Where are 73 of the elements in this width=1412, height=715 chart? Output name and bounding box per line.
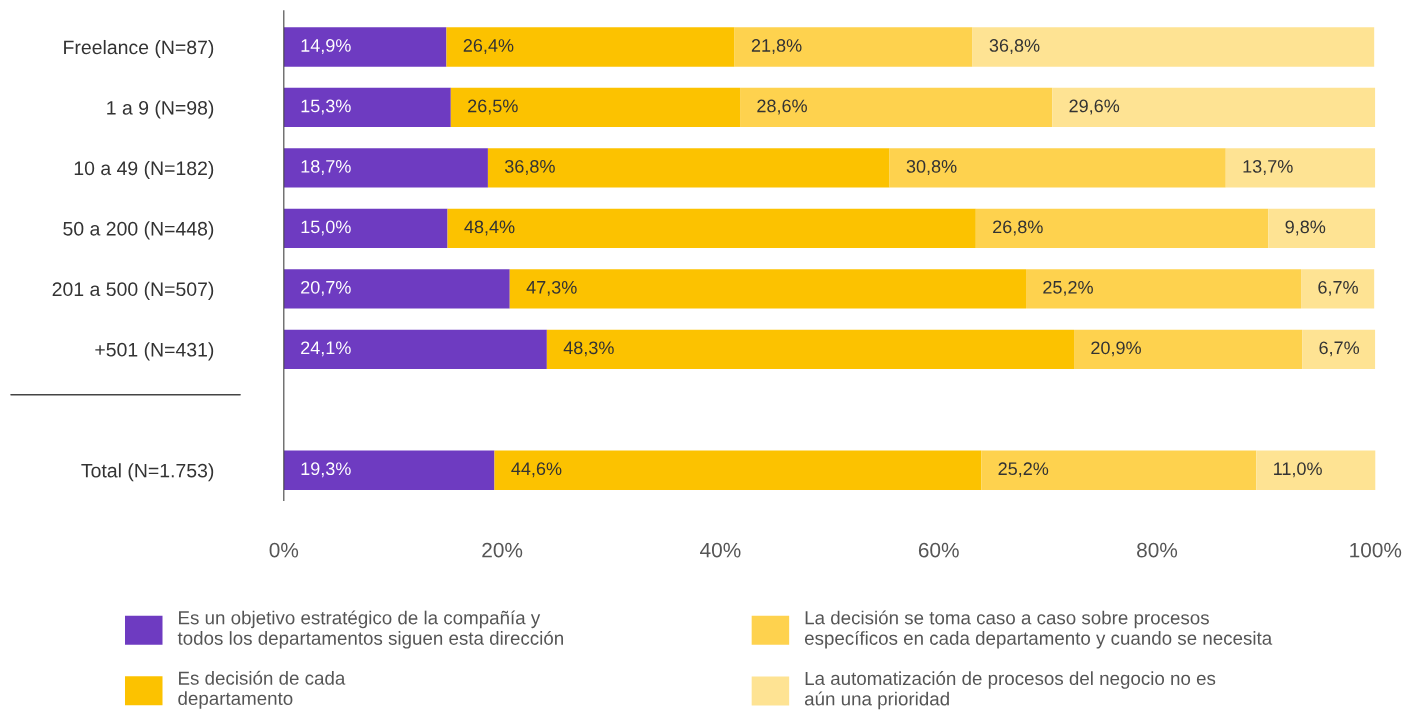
bar [972,27,1375,67]
data-label: 26,4% [463,39,514,54]
bar [1074,329,1303,369]
y-tick-label: Freelance (N=87) [64,39,214,59]
data-label: 29,6% [1069,99,1120,115]
y-tick-label: +501 (N=431) [95,342,214,361]
data-label: 48,4% [464,220,515,236]
data-label: 15,3% [301,99,351,115]
data-label: 6,7% [1319,341,1360,357]
data-label: 26,5% [468,99,518,115]
bar [446,27,735,67]
data-label: 28,6% [757,99,807,115]
legend-label: Es decisión de cada departamento [178,670,346,709]
x-tick-label: 60% [918,542,959,558]
x-tick-label: 80% [1137,542,1178,558]
bar [450,87,741,128]
data-label: 48,3% [563,341,614,357]
bar [283,269,510,309]
bar [283,27,447,67]
data-label: 36,8% [504,160,555,175]
bar [889,148,1226,188]
bar [1256,450,1376,490]
data-label: 44,6% [511,462,562,478]
x-tick-label: 40% [700,542,741,558]
data-label: 20,9% [1091,341,1141,357]
bar [283,87,451,128]
data-label: 47,3% [526,280,577,296]
bar [1225,148,1376,188]
bar [447,208,976,249]
bar [975,208,1269,249]
bar [283,450,495,490]
data-label: 13,7% [1243,160,1293,175]
data-label: 6,7% [1318,280,1358,296]
data-label: 14,9% [301,39,351,54]
data-label: 25,2% [998,462,1049,478]
bar [1302,329,1376,369]
data-label: 26,8% [993,220,1043,236]
bar [981,450,1257,490]
data-label: 11,0% [1274,462,1322,478]
data-label: 15,0% [301,220,351,236]
legend-label: La automatización de procesos del negocio no es aún una prioridad [804,671,1216,710]
x-tick-label: 100% [1350,542,1402,558]
bar [283,148,488,188]
y-tick-label: Total (N=1.753) [81,463,214,482]
bar [509,269,1027,309]
data-label: 30,8% [906,160,957,175]
bar [740,87,1053,128]
data-label: 9,8% [1285,220,1326,236]
data-label: 21,8% [751,39,802,54]
bar [1301,269,1375,309]
bar [1268,208,1376,249]
data-label: 24,1% [301,341,351,357]
bar [283,208,448,249]
bar [487,148,890,188]
data-label: 19,3% [301,462,351,478]
bar [734,27,973,67]
bar [283,329,547,369]
data-label: 20,7% [301,280,351,296]
x-tick-label: 0% [269,542,299,558]
y-tick-label: 201 a 500 (N=507) [52,281,214,300]
bar [546,329,1075,369]
x-tick-label: 20% [482,542,523,558]
data-label: 25,2% [1043,280,1093,296]
legend-label: Es un objetivo estratégico de la compañía y todos los departamentos siguen esta dirección [177,610,563,649]
y-tick-label: 10 a 49 (N=182) [74,160,214,180]
y-tick-label: 50 a 200 (N=448) [63,221,214,240]
y-tick-label: 1 a 9 (N=98) [107,100,214,119]
data-label: 36,8% [989,39,1040,54]
bar [1052,87,1376,128]
legend-label: La decisión se toma caso a caso sobre procesos específicos en cada departamento y cuando se necesita [804,610,1273,649]
bar [1026,269,1302,309]
bar [494,450,982,490]
data-label: 18,7% [301,160,351,175]
